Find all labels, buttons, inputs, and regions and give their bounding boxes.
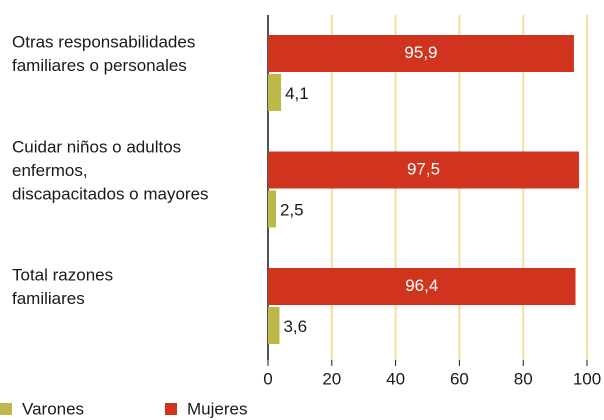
category-label: Total razones [12, 266, 113, 285]
legend-label: Mujeres [187, 399, 247, 418]
bar [268, 151, 580, 189]
value-label: 97,5 [407, 159, 440, 178]
x-tick-label: 20 [322, 369, 341, 388]
value-label: 96,4 [405, 276, 438, 295]
bar [268, 190, 276, 228]
value-label: 3,6 [283, 317, 307, 336]
x-tick-label: 100 [573, 369, 601, 388]
bar [268, 268, 576, 305]
x-tick-label: 60 [450, 369, 469, 388]
category-label: familiares [12, 289, 85, 308]
category-label: Otras responsabilidades [12, 33, 195, 52]
value-label: 2,5 [280, 200, 304, 219]
legend-swatch [0, 403, 12, 415]
category-label: enfermos, [12, 161, 88, 180]
legend-swatch [165, 403, 177, 415]
category-label: familiares o personales [12, 56, 187, 75]
value-label: 95,9 [404, 43, 437, 62]
x-tick-label: 0 [263, 369, 272, 388]
bar [268, 307, 280, 344]
x-tick-label: 40 [386, 369, 405, 388]
category-label: discapacitados o mayores [12, 184, 209, 203]
bar [268, 35, 574, 72]
bar [268, 74, 282, 111]
value-label: 4,1 [285, 84, 309, 103]
legend-label: Varones [22, 399, 84, 418]
category-label: Cuidar niños o adultos [12, 137, 181, 156]
x-tick-label: 80 [514, 369, 533, 388]
